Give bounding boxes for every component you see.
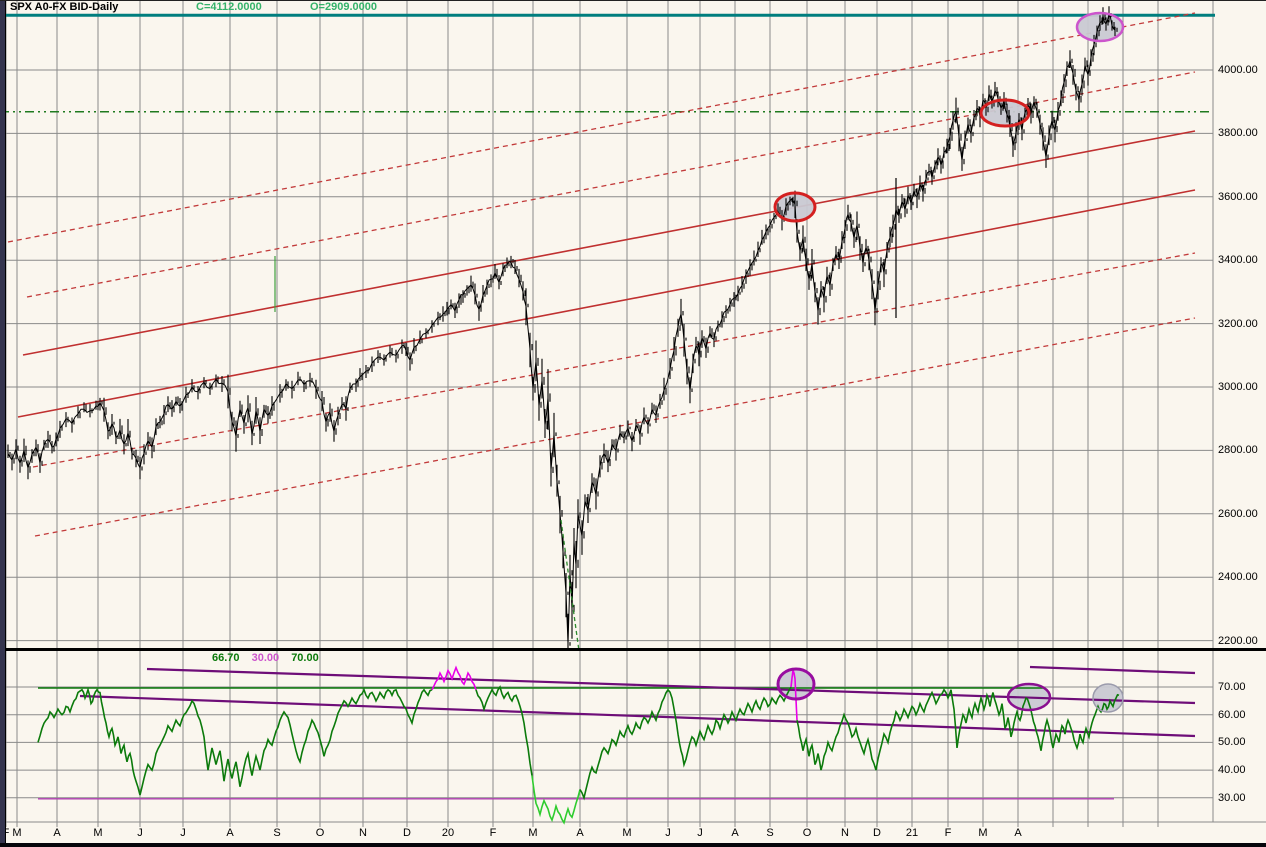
time-axis-label: F — [944, 827, 952, 839]
panel-separator — [0, 648, 1266, 651]
time-axis-label: A — [576, 827, 584, 839]
time-axis-label: S — [766, 827, 774, 839]
time-axis-label: M — [528, 827, 538, 839]
price-axis-label: 3400.00 — [1218, 254, 1258, 267]
time-axis-label: F — [2, 827, 10, 839]
chart-title-bar: SPX A0-FX BID-Daily C=4112.0000 O=2909.0… — [0, 1, 1266, 14]
rsi-peak-sep2020[interactable] — [776, 667, 816, 701]
window-left-border — [0, 0, 6, 847]
rsi-axis-label: 70.00 — [1218, 681, 1246, 693]
time-axis-label: M — [93, 827, 103, 839]
price-axis-label: 3600.00 — [1218, 190, 1258, 203]
open-value-label: O=2909.0000 — [310, 1, 377, 13]
gridlines — [0, 0, 1266, 827]
time-axis-label: N — [359, 827, 367, 839]
rsi-overbought-level-label: 70.00 — [291, 652, 319, 664]
time-axis-label: D — [873, 827, 881, 839]
channel-trendline[interactable] — [17, 189, 1196, 418]
time-axis-label: O — [315, 827, 325, 839]
time-axis-label: J — [697, 827, 703, 839]
time-axis-label: A — [731, 827, 739, 839]
window-bottom-border — [0, 843, 1266, 847]
rsi-peak-feb2021[interactable] — [1006, 682, 1052, 712]
time-axis-label: M — [12, 827, 22, 839]
channel-trendline[interactable] — [7, 12, 1196, 243]
price-axis-label: 2200.00 — [1218, 634, 1258, 647]
rsi-panel[interactable] — [37, 665, 1196, 825]
price-series — [7, 6, 1118, 648]
rsi-trendline[interactable] — [146, 667, 1196, 705]
price-peak-feb2021[interactable] — [979, 98, 1031, 128]
rsi-peak-apr2021[interactable] — [1092, 683, 1124, 713]
window-top-border — [0, 0, 1266, 1]
rsi-axis-label: 60.00 — [1218, 708, 1246, 721]
rsi-axis-label: 50.00 — [1218, 736, 1246, 749]
green-dashed-crash-line — [560, 519, 580, 652]
channel-trendline[interactable] — [34, 317, 1196, 537]
rsi-axis-label: 30.00 — [1218, 791, 1246, 804]
time-axis-label: O — [802, 827, 812, 839]
time-axis-label: A — [226, 827, 234, 839]
price-axis-label: 3200.00 — [1218, 317, 1258, 330]
rsi-trendline[interactable] — [1029, 665, 1196, 675]
rsi-axis-label: 40.00 — [1218, 764, 1246, 777]
time-axis-label: N — [841, 827, 849, 839]
price-axis-label: 2800.00 — [1218, 444, 1258, 457]
rsi-oversold-level-label: 30.00 — [251, 652, 280, 664]
channel-trendline[interactable] — [22, 130, 1196, 356]
time-axis-label: D — [403, 827, 411, 839]
close-value-label: C=4112.0000 — [196, 1, 262, 13]
rsi-trendline[interactable] — [79, 694, 1196, 738]
symbol-title: SPX A0-FX BID-Daily — [10, 1, 119, 13]
time-axis-label: J — [665, 827, 671, 839]
price-axis-label: 3000.00 — [1218, 381, 1258, 393]
price-axis-label: 2600.00 — [1218, 507, 1258, 520]
price-peak-sep2020[interactable] — [773, 191, 817, 223]
time-axis-label: J — [180, 827, 186, 839]
price-axis-label: 2400.00 — [1218, 571, 1258, 584]
price-axis-label: 4000.00 — [1218, 64, 1258, 76]
price-peak-apr2021[interactable] — [1075, 11, 1125, 43]
time-axis-label: S — [273, 827, 281, 839]
time-axis-label: A — [53, 827, 61, 839]
time-axis-label: F — [489, 827, 497, 839]
rsi-header: 66.70 30.00 70.00 — [212, 652, 328, 664]
time-axis-label: M — [622, 827, 632, 839]
time-axis-label: 20 — [441, 827, 455, 839]
rsi-current-value: 66.70 — [212, 652, 240, 664]
price-panel[interactable] — [0, 6, 1215, 712]
channel-trendline[interactable] — [32, 252, 1196, 468]
price-axis-label: 3800.00 — [1218, 127, 1258, 140]
time-axis-label: J — [137, 827, 143, 839]
time-axis-label: 21 — [905, 827, 919, 839]
time-axis-label: M — [978, 827, 988, 839]
time-axis-label: A — [1014, 827, 1022, 839]
